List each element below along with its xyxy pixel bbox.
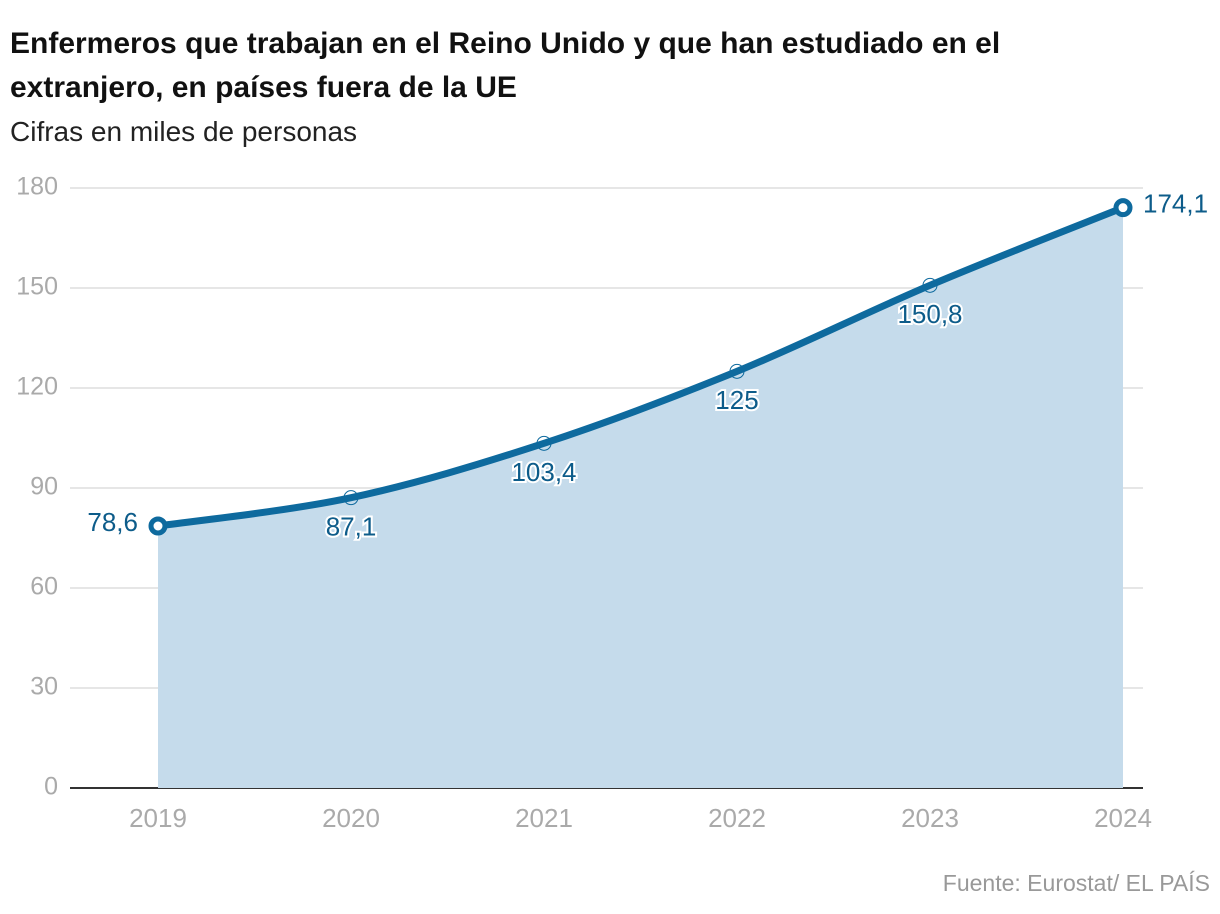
y-tick-label: 60	[30, 573, 58, 601]
x-tick-label: 2020	[322, 803, 380, 833]
chart-title: Enfermeros que trabajan en el Reino Unid…	[10, 27, 1001, 104]
point	[536, 435, 552, 451]
value-label: 174,1	[1143, 189, 1208, 219]
value-label: 103,4	[511, 457, 576, 487]
value-label: 78,6	[87, 507, 138, 537]
point	[922, 277, 938, 293]
y-tick-label: 120	[16, 373, 58, 401]
x-tick-label: 2021	[515, 803, 573, 833]
y-tick-label: 150	[16, 273, 58, 301]
area	[158, 207, 1123, 788]
chart: 0 30 60 90 120 150 180 2019 2020 2021 2022 2023 2024…	[16, 173, 1210, 833]
line	[154, 204, 1127, 530]
chart-subtitle: Cifras en miles de personas	[10, 116, 358, 147]
x-tick-label: 2022	[708, 803, 766, 833]
y-tick-label: 30	[30, 673, 58, 701]
value-label: 87,1	[326, 512, 377, 542]
y-tick-label: 180	[16, 173, 58, 201]
point	[148, 516, 168, 536]
y-tick-label: 90	[30, 473, 58, 501]
source: Fuente: Eurostat/ EL PAÍS	[942, 870, 1210, 896]
x-tick-label: 2019	[129, 803, 187, 833]
x-tick-label: 2024	[1094, 803, 1152, 833]
point	[343, 490, 359, 506]
point	[729, 363, 745, 379]
point	[1113, 198, 1133, 218]
x-tick-label: 2023	[901, 803, 959, 833]
y-tick-label: 0	[44, 773, 58, 801]
value-label: 150,8	[897, 299, 962, 329]
value-label: 125	[715, 385, 758, 415]
